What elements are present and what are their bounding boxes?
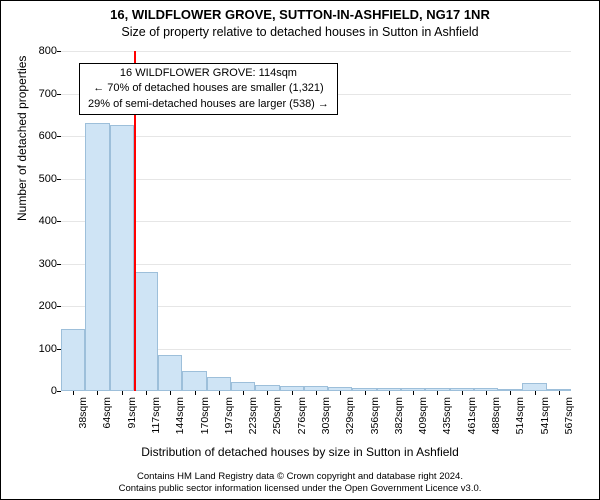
x-tick-mark [437, 391, 438, 395]
x-tick-label: 356sqm [369, 397, 381, 434]
x-tick-label: 567sqm [563, 397, 575, 434]
footnote-line2: Contains public sector information licen… [119, 483, 482, 494]
x-tick-label: 170sqm [199, 397, 211, 434]
x-tick-mark [146, 391, 147, 395]
y-tick-mark [57, 51, 61, 52]
x-tick-label: 488sqm [490, 397, 502, 434]
grid-line [61, 221, 571, 222]
histogram-bar [231, 382, 255, 391]
x-tick-label: 38sqm [77, 397, 89, 429]
chart-subtitle: Size of property relative to detached ho… [1, 25, 599, 39]
x-tick-label: 276sqm [296, 397, 308, 434]
y-tick-label: 400 [39, 215, 57, 227]
x-tick-label: 435sqm [441, 397, 453, 434]
grid-line [61, 179, 571, 180]
histogram-bar [61, 329, 85, 391]
x-tick-mark [535, 391, 536, 395]
x-tick-mark [195, 391, 196, 395]
x-tick-mark [219, 391, 220, 395]
y-tick-mark [57, 391, 61, 392]
histogram-bar [158, 355, 182, 391]
x-tick-mark [510, 391, 511, 395]
y-axis-label: Number of detached properties [15, 56, 29, 221]
y-tick-mark [57, 136, 61, 137]
x-tick-mark [413, 391, 414, 395]
x-tick-label: 64sqm [101, 397, 113, 429]
x-tick-mark [73, 391, 74, 395]
x-tick-mark [340, 391, 341, 395]
histogram-bar [85, 123, 109, 391]
property-size-chart: 16, WILDFLOWER GROVE, SUTTON-IN-ASHFIELD… [0, 0, 600, 500]
x-tick-mark [316, 391, 317, 395]
histogram-bar [207, 377, 231, 391]
x-tick-label: 329sqm [344, 397, 356, 434]
histogram-bar [134, 272, 158, 391]
x-tick-label: 197sqm [223, 397, 235, 434]
y-tick-mark [57, 221, 61, 222]
plot-area: 010020030040050060070080038sqm64sqm91sqm… [61, 51, 571, 391]
x-tick-mark [243, 391, 244, 395]
y-tick-label: 800 [39, 45, 57, 57]
x-tick-mark [292, 391, 293, 395]
x-tick-label: 223sqm [247, 397, 259, 434]
y-tick-mark [57, 264, 61, 265]
x-tick-label: 303sqm [320, 397, 332, 434]
x-tick-label: 461sqm [466, 397, 478, 434]
y-tick-label: 200 [39, 300, 57, 312]
x-tick-mark [389, 391, 390, 395]
x-tick-label: 117sqm [150, 397, 162, 434]
y-tick-label: 100 [39, 343, 57, 355]
x-tick-mark [122, 391, 123, 395]
x-tick-label: 144sqm [174, 397, 186, 434]
x-tick-mark [462, 391, 463, 395]
x-tick-mark [170, 391, 171, 395]
y-tick-mark [57, 94, 61, 95]
x-tick-label: 541sqm [539, 397, 551, 434]
x-tick-mark [97, 391, 98, 395]
x-tick-label: 250sqm [271, 397, 283, 434]
chart-footnote: Contains HM Land Registry data © Crown c… [1, 471, 599, 495]
histogram-bar [110, 125, 134, 391]
x-tick-label: 382sqm [393, 397, 405, 434]
x-tick-mark [365, 391, 366, 395]
annotation-box: 16 WILDFLOWER GROVE: 114sqm← 70% of deta… [79, 63, 338, 115]
y-tick-label: 600 [39, 130, 57, 142]
histogram-bar [182, 371, 206, 391]
histogram-bar [522, 383, 546, 392]
annotation-line1: 16 WILDFLOWER GROVE: 114sqm [88, 66, 329, 81]
chart-title-address: 16, WILDFLOWER GROVE, SUTTON-IN-ASHFIELD… [1, 7, 599, 22]
x-axis-label: Distribution of detached houses by size … [1, 445, 599, 459]
x-tick-label: 91sqm [126, 397, 138, 429]
x-tick-mark [559, 391, 560, 395]
annotation-line3: 29% of semi-detached houses are larger (… [88, 97, 329, 112]
y-tick-mark [57, 306, 61, 307]
y-tick-mark [57, 179, 61, 180]
y-tick-label: 500 [39, 173, 57, 185]
annotation-line2: ← 70% of detached houses are smaller (1,… [88, 81, 329, 96]
x-tick-label: 409sqm [417, 397, 429, 434]
x-tick-mark [267, 391, 268, 395]
grid-line [61, 51, 571, 52]
grid-line [61, 264, 571, 265]
grid-line [61, 136, 571, 137]
x-tick-label: 514sqm [514, 397, 526, 434]
footnote-line1: Contains HM Land Registry data © Crown c… [137, 471, 463, 482]
x-tick-mark [486, 391, 487, 395]
y-tick-label: 300 [39, 258, 57, 270]
y-tick-label: 700 [39, 88, 57, 100]
